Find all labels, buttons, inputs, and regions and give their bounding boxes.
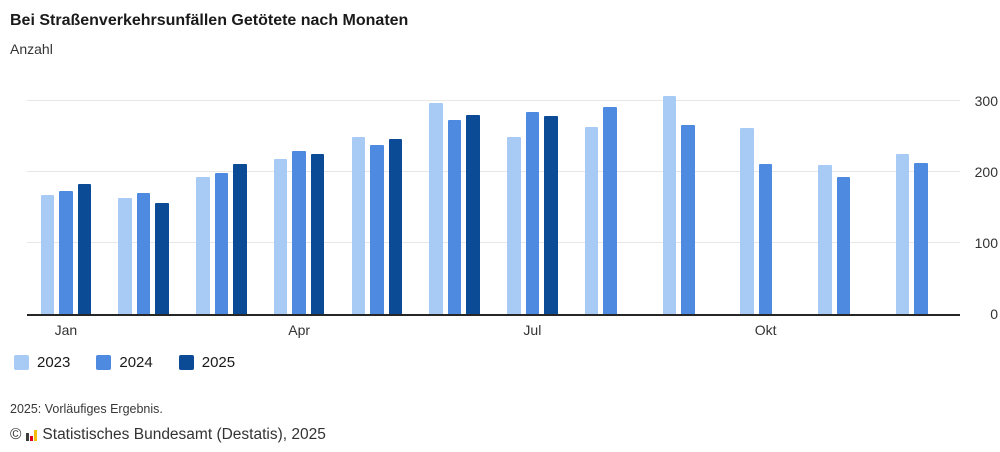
legend-item-2023[interactable]: 2023 [14, 354, 70, 371]
bar-2024-Mär[interactable] [214, 173, 229, 314]
legend-label: 2024 [119, 354, 153, 371]
bar-2024-Nov[interactable] [836, 176, 851, 314]
bar-2025-Mär[interactable] [233, 164, 247, 314]
bar-2023-Jan[interactable] [40, 194, 55, 314]
copyright: © Statistisches Bundesamt (Destatis), 20… [10, 426, 326, 444]
bar-2023-Nov[interactable] [818, 164, 832, 314]
bar-2024-Mai[interactable] [370, 145, 384, 314]
menu-button[interactable] [957, 17, 991, 49]
bar-2023-Mai[interactable] [351, 137, 366, 314]
x-axis-label-Jan: Jan [54, 322, 78, 338]
bar-2023-Jul[interactable] [507, 136, 521, 314]
bar-2024-Dez[interactable] [914, 163, 928, 314]
bar-2024-Aug[interactable] [603, 107, 617, 314]
bar-2023-Sep[interactable] [662, 96, 677, 314]
x-axis-label-Jul: Jul [523, 322, 542, 338]
bar-2024-Sep[interactable] [681, 125, 695, 314]
bar-2025-Jun[interactable] [466, 115, 480, 314]
y-axis-label-100: 100 [974, 235, 998, 251]
bar-2023-Feb[interactable] [118, 198, 132, 314]
bar-2025-Mai[interactable] [388, 139, 403, 314]
bar-2025-Jan[interactable] [77, 184, 92, 314]
bar-2024-Jun[interactable] [447, 120, 462, 314]
bar-2023-Aug[interactable] [584, 126, 599, 314]
bar-2024-Jan[interactable] [59, 191, 73, 314]
bar-2025-Feb[interactable] [155, 202, 169, 314]
legend-item-2024[interactable]: 2024 [96, 354, 153, 371]
bar-2023-Mär[interactable] [196, 176, 210, 314]
legend-swatch-icon [14, 355, 29, 370]
gridline-100 [27, 242, 960, 243]
bar-2023-Okt[interactable] [740, 127, 754, 314]
copyright-symbol: © [10, 426, 22, 443]
legend: 2023 2024 2025 [14, 354, 235, 371]
legend-item-2025[interactable]: 2025 [178, 354, 236, 371]
bar-2024-Okt[interactable] [758, 164, 773, 314]
y-axis-label-300: 300 [974, 93, 998, 109]
x-axis-label-Apr: Apr [288, 322, 311, 338]
bar-2023-Apr[interactable] [273, 158, 288, 314]
bar-2024-Jul[interactable] [525, 111, 540, 314]
bar-2023-Jun[interactable] [429, 103, 443, 314]
footnote: 2025: Vorläufiges Ergebnis. [10, 402, 163, 416]
destatis-logo-icon [26, 429, 38, 441]
legend-label: 2023 [37, 354, 71, 371]
x-axis-label-Okt: Okt [754, 322, 777, 338]
gridline-200 [27, 171, 960, 172]
legend-label: 2025 [201, 354, 236, 371]
chart-subtitle: Anzahl [10, 41, 53, 57]
legend-swatch-icon [178, 355, 194, 370]
y-axis-label-200: 200 [974, 164, 998, 180]
copyright-text: Statistisches Bundesamt (Destatis), 2025 [42, 426, 326, 443]
plot-area [27, 85, 960, 316]
bar-2025-Jul[interactable] [544, 115, 558, 314]
chart-title: Bei Straßenverkehrsunfällen Getötete nac… [10, 12, 409, 29]
bar-2023-Dez[interactable] [895, 153, 910, 314]
y-axis-label-0: 0 [990, 306, 998, 322]
bar-2024-Apr[interactable] [292, 150, 306, 314]
bar-2024-Feb[interactable] [136, 192, 151, 314]
bar-2025-Apr[interactable] [310, 153, 325, 314]
legend-swatch-icon [96, 355, 112, 370]
gridline-300 [27, 100, 960, 101]
